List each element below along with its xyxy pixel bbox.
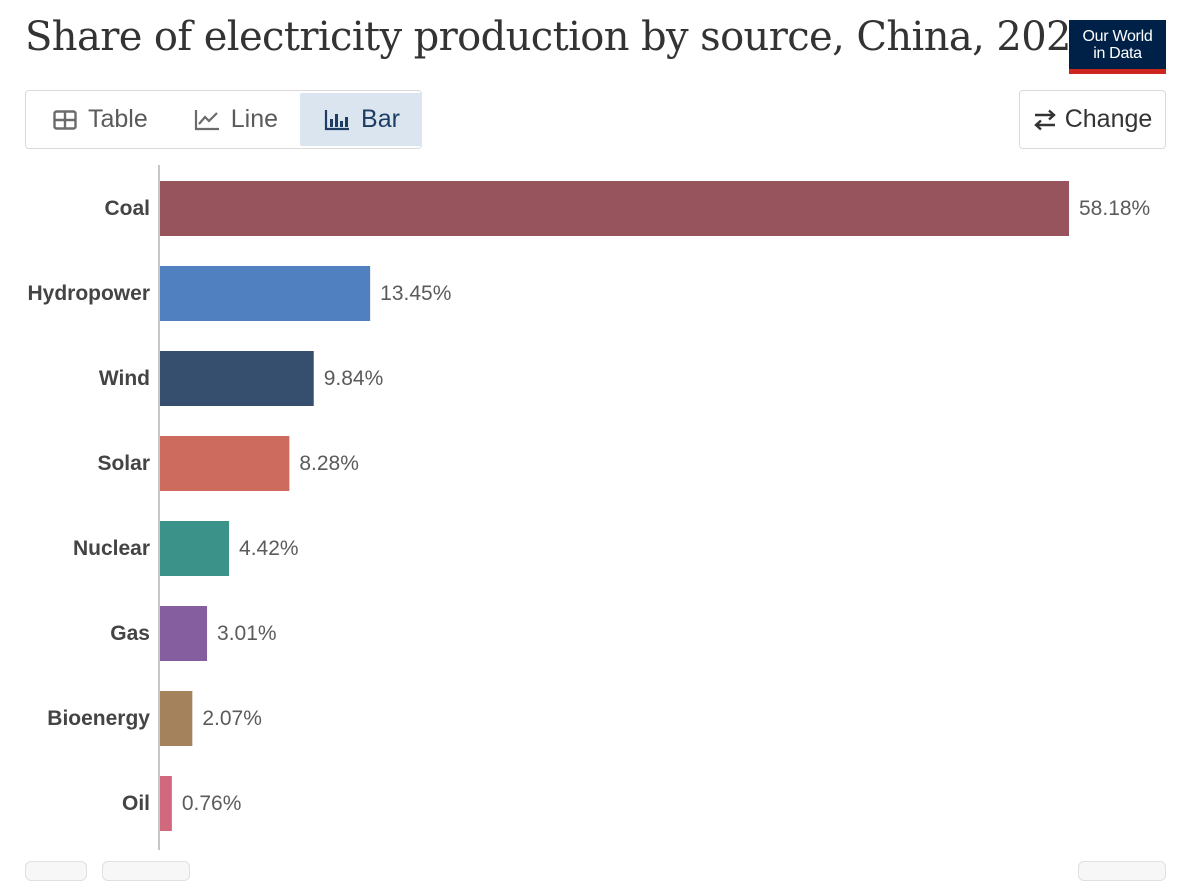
bar[interactable]: [160, 691, 193, 746]
tab-line-label: Line: [230, 105, 279, 133]
change-button[interactable]: Change: [1019, 90, 1166, 149]
category-label: Hydropower: [27, 282, 150, 305]
bar-chart: Coal 58.18% Hydropower 13.45% Wind 9.84% Solar…: [27, 165, 1150, 850]
category-label: Oil: [122, 792, 150, 815]
footer-control[interactable]: [102, 861, 190, 881]
line-chart-icon: [194, 109, 220, 131]
tab-line[interactable]: Line: [170, 93, 300, 146]
category-label: Wind: [99, 367, 150, 390]
value-label: 0.76%: [182, 792, 242, 815]
bar[interactable]: [160, 351, 314, 406]
category-label: Coal: [104, 197, 150, 220]
bar[interactable]: [160, 181, 1069, 236]
bar[interactable]: [160, 436, 290, 491]
value-label: 13.45%: [380, 282, 451, 305]
logo-line-2: in Data: [1093, 44, 1142, 62]
bar-chart-icon: [324, 109, 350, 131]
category-label: Solar: [97, 452, 150, 475]
bar[interactable]: [160, 606, 208, 661]
tab-bar-label: Bar: [361, 105, 400, 133]
category-label: Bioenergy: [47, 707, 150, 730]
value-label: 8.28%: [299, 452, 359, 475]
swap-arrows-icon: [1033, 109, 1057, 131]
change-button-label: Change: [1064, 105, 1153, 133]
category-label: Gas: [110, 622, 150, 645]
bar[interactable]: [160, 776, 172, 831]
value-label: 2.07%: [202, 707, 262, 730]
value-label: 58.18%: [1079, 197, 1150, 220]
chart-title: Share of electricity production by sourc…: [25, 14, 1096, 60]
tab-table-label: Table: [88, 105, 148, 133]
owid-logo[interactable]: Our World in Data: [1069, 20, 1166, 74]
table-icon: [53, 109, 77, 130]
value-label: 9.84%: [324, 367, 384, 390]
bar[interactable]: [160, 521, 230, 576]
tab-bar[interactable]: Bar: [300, 93, 422, 146]
category-label: Nuclear: [73, 537, 150, 560]
footer-control[interactable]: [25, 861, 87, 881]
footer-control[interactable]: [1078, 861, 1166, 881]
tab-table[interactable]: Table: [29, 93, 170, 146]
bar[interactable]: [160, 266, 371, 321]
value-label: 4.42%: [239, 537, 299, 560]
logo-line-1: Our World: [1082, 27, 1153, 45]
bars: Coal 58.18% Hydropower 13.45% Wind 9.84% Solar…: [27, 181, 1150, 831]
view-tabs: Table Line Bar: [25, 90, 422, 149]
value-label: 3.01%: [217, 622, 277, 645]
